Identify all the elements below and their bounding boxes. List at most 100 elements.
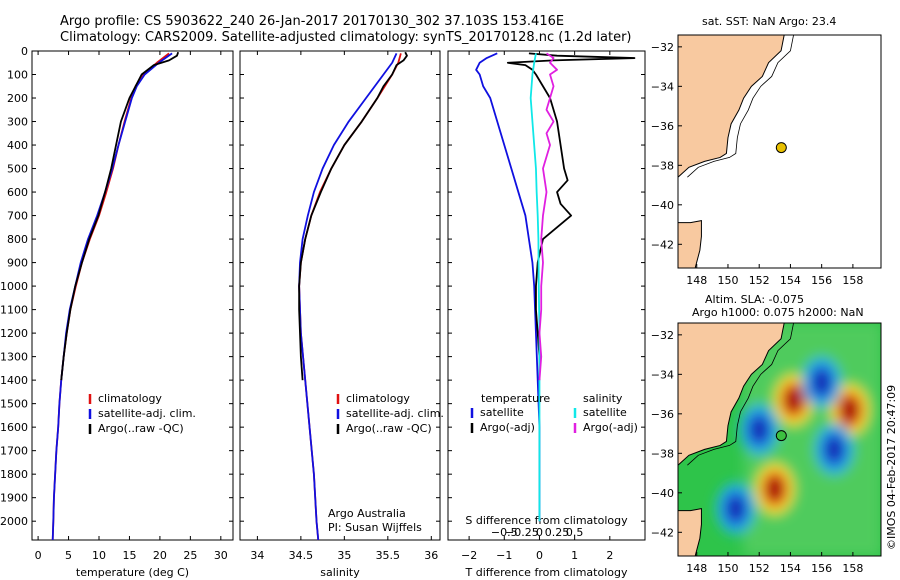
x-tick-label: 2 (606, 549, 613, 562)
sla-map-y-tick-label: −32 (651, 329, 674, 342)
series-argo-raw-qc- (60, 51, 180, 381)
s-tick-label: −0.5 (491, 526, 518, 539)
sst-map-y-tick-label: −40 (651, 199, 674, 212)
series-salinity-argo-adj- (538, 52, 558, 381)
x-tick-label: 5 (65, 549, 72, 562)
sst-map-x-tick-label: 158 (842, 274, 863, 287)
sst-map-title: sat. SST: NaN Argo: 23.4 (702, 15, 837, 28)
y-tick-label: 1400 (0, 374, 28, 387)
y-tick-label: 900 (7, 257, 28, 270)
series-climatology (298, 53, 402, 541)
x-tick-label: 20 (153, 549, 167, 562)
profile-title: Argo profile: CS 5903622_240 26-Jan-2017… (60, 14, 565, 29)
temp-legend-label-0: climatology (98, 392, 162, 405)
sla-map-y-tick-label: −36 (651, 408, 674, 421)
diff-legend-t-label-0: satellite (480, 406, 524, 419)
difference-plot-frame (447, 50, 646, 541)
panel-salinity: 34 34.5 35 35.5 36 salinity (239, 50, 441, 579)
panel-temperature: 0100200300400500600700800900100011001200… (0, 45, 234, 579)
s-tick-label: 0.25 (545, 526, 570, 539)
sla-map-feature-core-3 (813, 370, 830, 395)
sla-map-x-tick-label: 152 (749, 562, 770, 575)
sst-map-y-tick-label: −42 (651, 238, 674, 251)
sal-legend-label-0: climatology (346, 392, 410, 405)
sst-map-x-tick-label: 154 (780, 274, 801, 287)
sst-map-y-tick-label: −38 (651, 159, 674, 172)
x-tick-label: 36 (424, 549, 438, 562)
sst-map-x-tick-label: 148 (686, 274, 707, 287)
s-axis-label: S difference from climatology (465, 514, 628, 527)
sst-map-y-tick-label: −32 (651, 41, 674, 54)
y-tick-label: 1200 (0, 327, 28, 340)
diff-legend-s-label-1: Argo(-adj) (583, 421, 638, 434)
y-tick-label: 1500 (0, 398, 28, 411)
diff-legend-t-head: temperature (481, 392, 550, 405)
sla-map-feature-core-6 (727, 496, 744, 521)
sst-map-y-tick-label: −36 (651, 120, 674, 133)
sla-map-feature-core-1 (766, 476, 783, 501)
sla-map-y-tick-label: −40 (651, 487, 674, 500)
y-tick-label: 1700 (0, 445, 28, 458)
x-tick-label: 10 (92, 549, 106, 562)
sst-map-x-tick-label: 150 (717, 274, 738, 287)
sla-map-y-tick-label: −38 (651, 447, 674, 460)
y-tick-label: 200 (7, 92, 28, 105)
temp-legend-label-1: satellite-adj. clim. (98, 407, 196, 420)
sla-map-anomalies (715, 323, 881, 556)
sla-map-isobath (687, 323, 794, 466)
series-temperature-satellite (475, 52, 541, 522)
sst-map-x-tick-label: 152 (749, 274, 770, 287)
diff-legend-t-label-1: Argo(-adj) (480, 421, 535, 434)
sst-map-mainland (678, 35, 785, 178)
sst-map-tasmania (678, 220, 702, 268)
series-satellite-adj-clim- (298, 52, 398, 541)
sla-map-title-2: Argo h1000: 0.075 h2000: NaN (692, 306, 864, 319)
y-tick-label: 1600 (0, 421, 28, 434)
y-tick-label: 400 (7, 139, 28, 152)
sla-map-x-tick-label: 154 (780, 562, 801, 575)
x-tick-label: −2 (461, 549, 477, 562)
x-tick-label: 34 (250, 549, 264, 562)
y-tick-label: 1300 (0, 351, 28, 364)
y-tick-label: 600 (7, 186, 28, 199)
x-tick-label: 34.5 (289, 549, 314, 562)
sla-map-feature-core-0 (785, 388, 802, 413)
sst-map-isobath (687, 35, 794, 178)
sst-map: 148 150 152 154 156 158 −32 −34 −36 −38 −40 −42 (651, 34, 882, 287)
sla-map-x-tick-label: 150 (717, 562, 738, 575)
sla-map-float-marker (775, 430, 787, 442)
x-tick-label: 35.5 (376, 549, 401, 562)
x-tick-label: 15 (122, 549, 136, 562)
x-tick-label: 25 (183, 549, 197, 562)
sla-map-y-tick-label: −34 (651, 368, 674, 381)
sla-map: 148 150 152 154 156 158 −32 −34 −36 −38 −40 −42 (651, 322, 882, 575)
salinity-xlabel: salinity (320, 566, 360, 579)
y-tick-label: 800 (7, 233, 28, 246)
sla-map-title-1: Altim. SLA: -0.075 (705, 293, 805, 306)
sla-map-y-tick-label: −42 (651, 526, 674, 539)
sla-map-tasmania (678, 508, 702, 556)
sla-map-x-tick-label: 148 (686, 562, 707, 575)
y-tick-label: 2000 (0, 515, 28, 528)
sal-note-2: PI: Susan Wijffels (328, 521, 422, 534)
sla-map-x-tick-label: 158 (842, 562, 863, 575)
y-tick-label: 1900 (0, 492, 28, 505)
sla-map-mainland (678, 323, 785, 466)
y-tick-label: 0 (21, 45, 28, 58)
x-tick-label: 0 (35, 549, 42, 562)
sla-map-feature-core-4 (751, 417, 768, 442)
x-tick-label: 30 (214, 549, 228, 562)
x-tick-label: 1 (571, 549, 578, 562)
panel-difference: −2 −1 0 1 2−0.5−0.250 0.250.5S difference fro… (447, 50, 646, 579)
x-tick-label: 0 (536, 549, 543, 562)
sst-map-frame (677, 34, 882, 269)
salinity-plot-frame (239, 50, 441, 541)
series-argo-raw-qc- (298, 51, 408, 381)
y-tick-label: 1100 (0, 304, 28, 317)
series-climatology (51, 52, 170, 541)
temperature-plot-frame (31, 50, 234, 541)
diff-legend-s-head: salinity (583, 392, 623, 405)
y-tick-label: 1000 (0, 280, 28, 293)
s-tick-label: 0.5 (566, 526, 584, 539)
